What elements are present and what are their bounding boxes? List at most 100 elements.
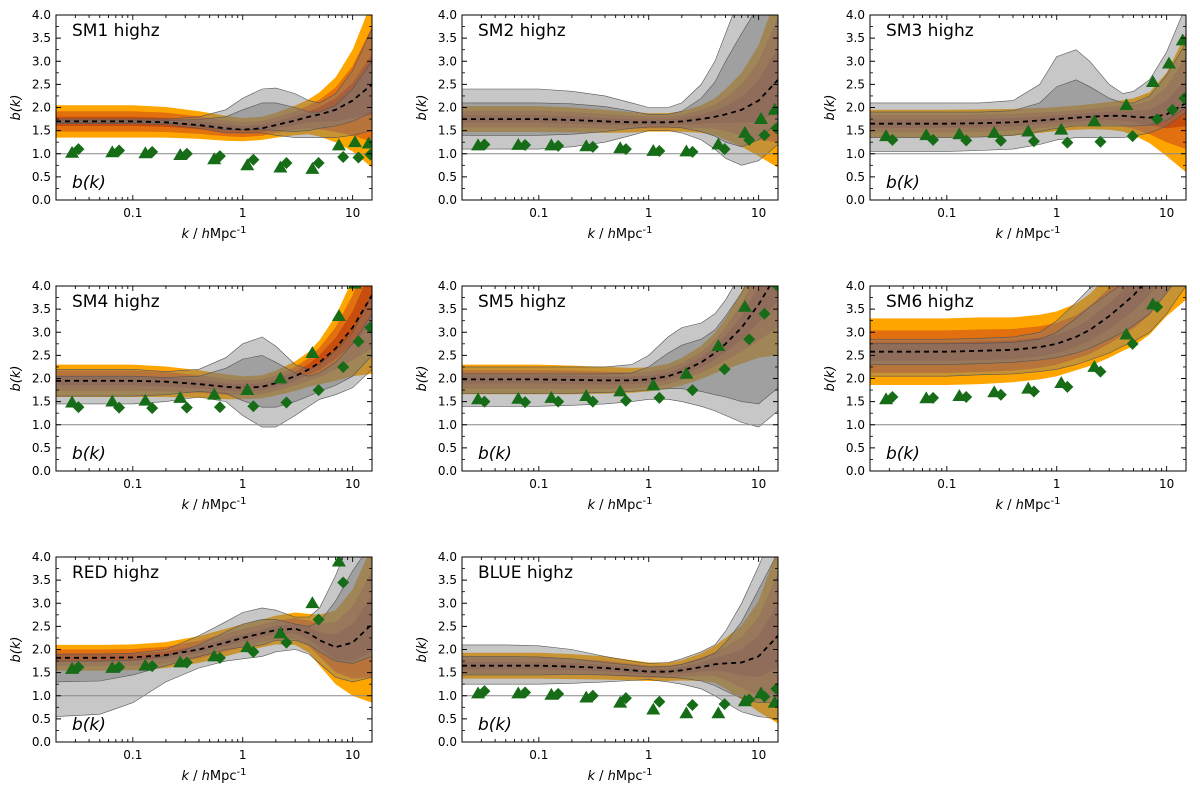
y-tick-label: 0.5 xyxy=(32,170,51,184)
inset-label: b(k) xyxy=(886,173,920,193)
diamond-point xyxy=(1166,103,1179,116)
triangle-point xyxy=(105,394,120,407)
triangle-point xyxy=(768,233,782,245)
x-tick-label: 10 xyxy=(345,206,360,220)
inset-label: b(k) xyxy=(478,444,512,464)
y-axis-label: b(k) xyxy=(9,637,24,663)
diamond-point xyxy=(72,143,85,156)
diamond-point xyxy=(586,689,599,702)
triangle-point xyxy=(348,513,362,525)
x-axis-label: k / hMpc-1 xyxy=(995,225,1060,242)
y-tick-label: 0.0 xyxy=(32,735,51,749)
x-tick-label: 10 xyxy=(751,206,766,220)
x-tick-label: 1 xyxy=(645,477,653,491)
y-tick-label: 3.0 xyxy=(32,596,51,610)
inset-label: b(k) xyxy=(478,715,512,735)
panel-8: 0.0 0.5 1.0 1.5 2.0 2.5 3.0 3.5 4.0 0.1 1 10 k / hMp… xyxy=(415,550,779,784)
diamond-point xyxy=(146,402,159,415)
y-tick-label: 4.0 xyxy=(846,8,865,22)
diamond-point xyxy=(1178,92,1186,105)
diamond-point xyxy=(927,391,940,404)
panel-title: BLUE highz xyxy=(478,563,573,583)
y-tick-label: 0.5 xyxy=(846,441,865,455)
triangle-point xyxy=(646,378,661,391)
x-axis-label: k / hMpc-1 xyxy=(587,496,652,513)
mean-line xyxy=(56,294,372,389)
diamond-point xyxy=(552,139,565,152)
triangle-point xyxy=(711,706,726,719)
y-tick-label: 3.5 xyxy=(438,31,457,45)
diamond-point xyxy=(886,133,899,146)
diamond-point xyxy=(552,687,565,700)
panel-title: SM5 highz xyxy=(478,292,566,312)
diamond-point xyxy=(653,391,666,404)
triangle-point xyxy=(65,145,80,158)
y-tick-label: 2.5 xyxy=(32,619,51,633)
diamond-point xyxy=(364,509,376,521)
y-tick-label: 3.0 xyxy=(32,325,51,339)
triangle-point xyxy=(347,135,362,148)
triangle-point xyxy=(305,162,320,174)
x-tick-label: 0.1 xyxy=(529,206,548,220)
mean-line xyxy=(56,623,372,659)
diamond-point xyxy=(619,394,632,407)
y-tick-label: 1.0 xyxy=(32,418,51,432)
y-tick-label: 3.5 xyxy=(846,302,865,316)
diamond-point xyxy=(770,122,778,135)
diamond-point xyxy=(364,148,372,161)
panel-6: 0.0 0.5 1.0 1.5 2.0 2.5 3.0 3.5 4.0 0.1 1 10 k / hMp… xyxy=(823,279,1187,513)
y-tick-label: 0.0 xyxy=(438,464,457,478)
diamond-point xyxy=(312,384,325,397)
y-axis-label: b(k) xyxy=(415,366,430,392)
diamond-point xyxy=(113,401,126,414)
y-tick-label: 1.0 xyxy=(438,418,457,432)
diamond-point xyxy=(337,150,350,163)
x-tick-label: 1 xyxy=(239,206,247,220)
y-tick-label: 4.0 xyxy=(438,279,457,293)
band-gray-outer xyxy=(56,295,372,428)
triangle-point xyxy=(613,695,628,708)
diamond-point xyxy=(686,384,699,397)
y-axis-label: b(k) xyxy=(823,366,838,392)
y-tick-label: 1.5 xyxy=(846,395,865,409)
y-tick-label: 2.5 xyxy=(32,348,51,362)
plot-area xyxy=(462,557,778,724)
y-tick-label: 1.5 xyxy=(32,666,51,680)
x-tick-label: 1 xyxy=(1053,477,1061,491)
panel-title: SM3 highz xyxy=(886,21,974,41)
triangle-point xyxy=(138,146,153,159)
y-tick-label: 1.0 xyxy=(32,689,51,703)
triangle-point xyxy=(305,596,320,609)
triangle-point xyxy=(347,286,362,289)
x-tick-label: 0.1 xyxy=(123,477,142,491)
y-tick-label: 0.5 xyxy=(32,441,51,455)
x-tick-label: 1 xyxy=(239,477,247,491)
x-axis-label: k / hMpc-1 xyxy=(181,767,246,784)
diamond-point xyxy=(113,144,126,157)
x-axis-label: k / hMpc-1 xyxy=(181,225,246,242)
y-tick-label: 1.0 xyxy=(846,418,865,432)
y-tick-label: 1.0 xyxy=(438,147,457,161)
x-tick-label: 10 xyxy=(1159,206,1174,220)
y-tick-label: 3.5 xyxy=(32,31,51,45)
x-tick-label: 0.1 xyxy=(937,206,956,220)
triangle-point xyxy=(362,481,376,493)
y-tick-label: 2.0 xyxy=(32,372,51,386)
diamond-point xyxy=(586,395,599,408)
triangle-point xyxy=(273,626,288,639)
panel-title: RED highz xyxy=(72,563,159,583)
triangle-point xyxy=(138,393,153,406)
diamond-point xyxy=(886,391,899,403)
y-tick-label: 3.5 xyxy=(438,573,457,587)
diamond-point xyxy=(352,151,365,164)
y-tick-label: 3.5 xyxy=(438,302,457,316)
diamond-point xyxy=(994,134,1007,147)
diamond-point xyxy=(1126,130,1139,143)
x-axis-label: k / hMpc-1 xyxy=(587,225,652,242)
y-axis-label: b(k) xyxy=(823,95,838,121)
diamond-point xyxy=(994,388,1007,401)
diamond-point xyxy=(247,153,260,166)
diamond-point xyxy=(146,660,159,673)
y-tick-label: 4.0 xyxy=(846,279,865,293)
x-tick-label: 0.1 xyxy=(529,748,548,762)
